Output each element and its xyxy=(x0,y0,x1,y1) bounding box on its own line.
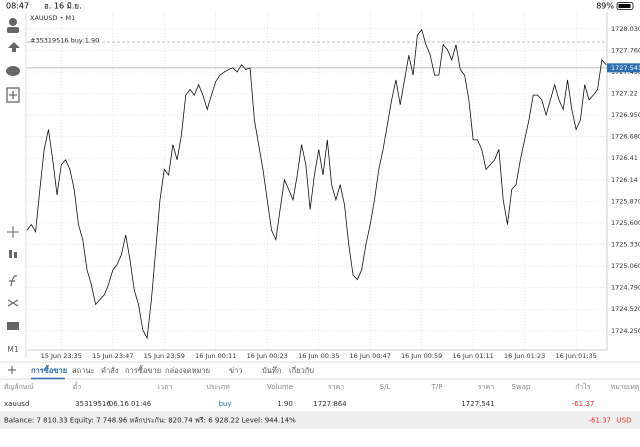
status-date: อ. 16 มิ.ย. xyxy=(44,2,82,11)
x-tick-label: 15 Jun 23:47 xyxy=(92,352,133,360)
current-price-label: 1727.541 xyxy=(611,64,640,72)
tab[interactable]: สถานะ xyxy=(72,366,95,375)
table-cell: 06.16 01:46 xyxy=(109,400,152,408)
chat-icon[interactable] xyxy=(6,66,20,76)
y-tick-label: 1726.680 xyxy=(611,133,640,141)
y-tick-label: 1724.250 xyxy=(611,327,640,335)
trade-icon[interactable] xyxy=(8,42,20,52)
table-header: หมายเหตุ xyxy=(611,383,640,391)
x-tick-label: 16 Jun 01:23 xyxy=(504,352,545,360)
y-tick-label: 1725.600 xyxy=(611,219,640,227)
timeframe-button[interactable]: M1 xyxy=(7,345,18,354)
y-tick-label: 1726.950 xyxy=(611,111,640,119)
table-cell: 35319516 xyxy=(75,400,111,408)
y-tick-label: 1725.060 xyxy=(611,262,640,270)
table-header: ประเภท xyxy=(206,383,230,391)
y-tick-label: 1726.41 xyxy=(611,154,638,162)
y-tick-label: 1727.22 xyxy=(611,90,638,98)
table-header: Volume xyxy=(267,383,293,391)
x-tick-label: 15 Jun 23:59 xyxy=(144,352,185,360)
status-battery: 89% xyxy=(596,2,614,11)
summary-profit: -61.37 xyxy=(588,417,611,425)
tab[interactable]: กล่องจดหมาย xyxy=(165,366,210,375)
x-tick-label: 16 Jun 00:23 xyxy=(247,352,288,360)
tab[interactable]: บันทึก xyxy=(262,366,281,375)
battery-icon xyxy=(616,2,634,10)
y-tick-label: 1726.14 xyxy=(611,176,638,184)
indicator-icon[interactable] xyxy=(9,275,18,287)
chart-symbol: XAUUSD • M1 xyxy=(30,14,75,22)
chart-layer: 1728.0301727.7601727.4901727.221726.9501… xyxy=(26,12,640,360)
table-cell: 1.90 xyxy=(277,400,293,408)
status-time: 08:47 xyxy=(6,2,29,11)
battery-level xyxy=(618,4,631,8)
y-tick-label: 1725.330 xyxy=(611,241,640,249)
toolbar xyxy=(6,18,20,330)
table-header: ราคา xyxy=(478,383,494,391)
x-tick-label: 16 Jun 01:11 xyxy=(453,352,494,360)
order-line-label: #35319516 buy 1.90 xyxy=(30,37,99,45)
x-tick-label: 16 Jun 01:35 xyxy=(555,352,596,360)
tab[interactable]: คำสั่ง xyxy=(101,365,119,375)
x-tick-label: 16 Jun 00:11 xyxy=(195,352,236,360)
tab[interactable]: การซื้อขาย xyxy=(125,365,161,375)
tab[interactable]: ข่าว xyxy=(229,366,243,375)
summary-text: Balance: 7 810.33 Equity: 7 748.96 หลักป… xyxy=(4,417,296,425)
table-cell: buy xyxy=(218,400,231,408)
table-cell: 1727.864 xyxy=(313,400,347,408)
account-icon-body xyxy=(7,27,19,33)
table-header: สัญลักษณ์ xyxy=(4,383,34,391)
x-tick-label: 16 Jun 00:59 xyxy=(401,352,442,360)
new-order-icon[interactable] xyxy=(6,87,20,103)
y-tick-label: 1724.790 xyxy=(611,284,640,292)
tab[interactable]: การซื้อขาย xyxy=(31,364,67,375)
candles-icon[interactable] xyxy=(9,250,12,258)
table-header: กำไร xyxy=(575,382,591,391)
account-icon[interactable] xyxy=(9,18,17,26)
objects-icon[interactable] xyxy=(7,299,19,307)
x-tick-label: 16 Jun 00:35 xyxy=(298,352,339,360)
summary-bar xyxy=(0,412,640,429)
current-price-box xyxy=(607,63,640,73)
y-tick-label: 1724.520 xyxy=(611,305,640,313)
price-line xyxy=(26,28,607,340)
table-header: ตั๋ว xyxy=(73,382,82,391)
y-tick-label: 1727.760 xyxy=(611,46,640,54)
table-header: S/L xyxy=(380,383,391,391)
tab[interactable]: เกี่ยวกับ xyxy=(289,365,314,375)
table-cell: xauusd xyxy=(4,400,29,408)
crosshair-icon[interactable] xyxy=(7,226,19,238)
new-order-plus xyxy=(9,91,17,99)
table-header: เวลา xyxy=(158,383,173,391)
candles-icon-b xyxy=(14,252,17,258)
table-header: T/P xyxy=(431,383,443,391)
y-tick-label: 1728.030 xyxy=(611,25,640,33)
table-cell: -61.37 xyxy=(572,400,595,408)
templates-icon[interactable] xyxy=(7,322,19,330)
table-cell: 1727.541 xyxy=(461,400,494,408)
x-tick-label: 16 Jun 00:47 xyxy=(350,352,391,360)
y-tick-label: 1725.870 xyxy=(611,197,640,205)
add-button[interactable] xyxy=(8,366,16,374)
table-header: ราคา xyxy=(328,383,344,391)
table-header: Swap xyxy=(512,383,531,391)
summary-currency: USD xyxy=(617,417,632,425)
x-tick-label: 15 Jun 23:35 xyxy=(41,352,82,360)
